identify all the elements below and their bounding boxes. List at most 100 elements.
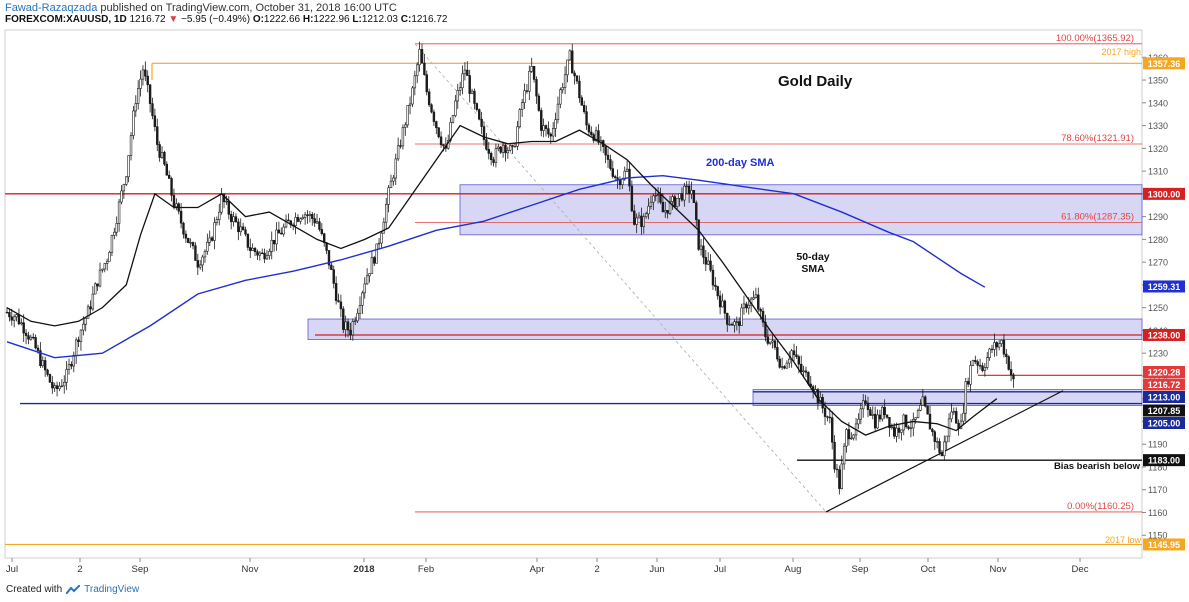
price-label-text: 1259.31 bbox=[1148, 282, 1181, 292]
candle-body bbox=[990, 348, 994, 351]
candle-body bbox=[885, 414, 889, 418]
candle-body bbox=[294, 217, 297, 227]
candle-body bbox=[60, 385, 64, 387]
candle-body bbox=[354, 320, 357, 322]
x-tick-label: Jun bbox=[649, 564, 664, 575]
candle-body bbox=[509, 145, 512, 151]
candle-body bbox=[513, 145, 517, 148]
price-label-box bbox=[1143, 454, 1185, 467]
candle-body bbox=[764, 321, 767, 338]
candle-body bbox=[561, 87, 564, 91]
x-tick-label: Jul bbox=[6, 564, 18, 575]
price-label-text: 1205.00 bbox=[1148, 419, 1181, 429]
price-label-box bbox=[1143, 280, 1185, 293]
candle-body bbox=[387, 187, 390, 205]
y-tick-label: 1150 bbox=[1148, 531, 1167, 541]
fib-diagonal bbox=[414, 43, 827, 513]
candle-body bbox=[318, 221, 321, 230]
low-label: L: bbox=[352, 14, 362, 25]
candle-body bbox=[12, 316, 16, 321]
candle-body bbox=[39, 350, 42, 367]
y-tick-label: 1290 bbox=[1148, 212, 1168, 222]
candle-body bbox=[940, 452, 944, 457]
candle-body bbox=[919, 404, 922, 411]
candle-body bbox=[642, 216, 645, 227]
price-label-text: 1213.00 bbox=[1148, 393, 1181, 403]
candle-body bbox=[418, 49, 421, 66]
price-label-box bbox=[1143, 378, 1185, 391]
candle-body bbox=[542, 125, 545, 131]
author-link[interactable]: Fawad-Razaqzada bbox=[5, 2, 98, 14]
publish-text: published on TradingView.com, October 31… bbox=[100, 2, 397, 14]
close-value: 1216.72 bbox=[411, 14, 448, 25]
candle-body bbox=[761, 310, 765, 323]
candle-body bbox=[680, 193, 684, 201]
chart-title: Gold Daily bbox=[778, 73, 853, 90]
candle-body bbox=[420, 49, 424, 64]
candle-body bbox=[618, 179, 622, 185]
candle-body bbox=[585, 111, 588, 126]
candle-body bbox=[912, 419, 915, 429]
candle-body bbox=[342, 308, 345, 330]
candle-body bbox=[101, 268, 104, 271]
y-tick-label: 1270 bbox=[1148, 258, 1168, 268]
candle-body bbox=[900, 429, 903, 433]
candle-body bbox=[640, 215, 643, 227]
candle-body bbox=[32, 336, 35, 339]
candle-body bbox=[406, 105, 409, 126]
candle-body bbox=[945, 435, 948, 443]
candle-body bbox=[55, 385, 59, 390]
candle-body bbox=[79, 329, 83, 342]
candle-body bbox=[950, 411, 953, 420]
candle-body bbox=[1000, 339, 1003, 344]
candle-body bbox=[296, 217, 300, 222]
candle-body bbox=[103, 263, 106, 270]
candle-body bbox=[506, 150, 510, 154]
candle-body bbox=[971, 360, 975, 366]
candle-body bbox=[67, 364, 71, 370]
candle-body bbox=[382, 221, 386, 234]
candle-body bbox=[370, 257, 374, 274]
candle-body bbox=[249, 247, 252, 251]
candle-body bbox=[8, 312, 11, 318]
candle-body bbox=[210, 237, 214, 241]
candle-body bbox=[566, 59, 569, 76]
candle-body bbox=[136, 88, 140, 104]
candle-body bbox=[399, 145, 402, 147]
candle-body bbox=[482, 126, 486, 140]
candle-body bbox=[232, 216, 235, 223]
candle-body bbox=[802, 370, 805, 373]
candle-body bbox=[10, 316, 13, 321]
candle-body bbox=[997, 343, 1001, 348]
candle-body bbox=[94, 283, 97, 295]
candle-body bbox=[132, 110, 135, 136]
candle-body bbox=[549, 133, 552, 137]
candle-body bbox=[125, 176, 128, 185]
x-tick-label: Aug bbox=[785, 564, 802, 575]
candle-body bbox=[485, 139, 488, 150]
candle-body bbox=[468, 75, 471, 94]
candle-body bbox=[349, 329, 352, 336]
candle-body bbox=[735, 321, 739, 323]
candle-body bbox=[833, 441, 836, 470]
candle-body bbox=[198, 264, 202, 268]
candle-body bbox=[351, 321, 355, 336]
high-value: 1222.96 bbox=[313, 14, 350, 25]
candle-body bbox=[955, 411, 958, 424]
candle-body bbox=[878, 414, 882, 420]
candle-body bbox=[237, 221, 240, 233]
candle-body bbox=[43, 360, 47, 371]
candle-body bbox=[427, 91, 431, 106]
candle-body bbox=[432, 111, 436, 122]
candle-body bbox=[921, 396, 925, 406]
candle-body bbox=[816, 389, 820, 403]
x-tick-label: Sep bbox=[852, 564, 869, 575]
candle-body bbox=[408, 103, 412, 106]
price-label-box bbox=[1143, 366, 1185, 378]
candle-body bbox=[904, 414, 908, 428]
plot-area bbox=[4, 29, 1143, 559]
x-tick-label: Nov bbox=[990, 564, 1007, 575]
candle-body bbox=[745, 303, 748, 309]
tradingview-link[interactable]: TradingView bbox=[84, 584, 140, 595]
